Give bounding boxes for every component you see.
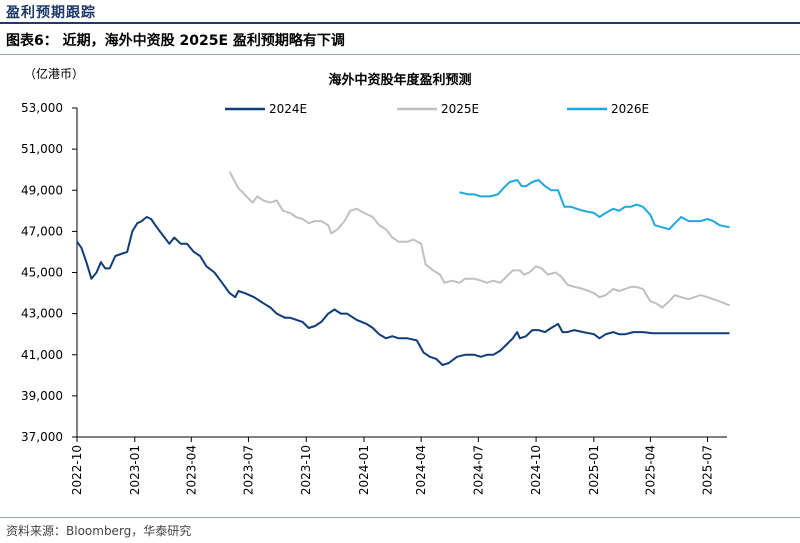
y-tick-label: 51,000	[21, 142, 63, 156]
source-note: 资料来源：Bloomberg，华泰研究	[6, 524, 192, 538]
chart-axes	[76, 108, 727, 438]
y-axis-ticks: 53,000 51,000 49,000 47,000 45,000 43,000 41,0…	[21, 101, 77, 444]
y-tick-label: 41,000	[21, 348, 63, 362]
x-tick-label: 2024-04	[414, 445, 428, 495]
x-tick-label: 2024-01	[357, 445, 371, 495]
x-tick-label: 2022-10	[70, 445, 84, 495]
x-tick-label: 2023-01	[128, 445, 142, 495]
y-tick-label: 53,000	[21, 101, 63, 115]
x-tick-label: 2023-07	[241, 445, 255, 495]
y-tick-label: 49,000	[21, 183, 63, 197]
x-tick-label: 2024-10	[529, 445, 543, 495]
x-tick-label: 2025-07	[701, 445, 715, 495]
section-title: 盈利预期跟踪	[6, 5, 96, 21]
x-tick-label: 2023-04	[184, 445, 198, 495]
series-line-2025E	[228, 171, 730, 309]
header-rule	[0, 22, 800, 24]
x-tick-label: 2025-04	[643, 445, 657, 495]
x-axis-ticks: 2022-10 2023-01 2023-04 2023-07 2023-10 2024-…	[70, 437, 715, 495]
chart-legend: 2024E 2025E 2026E	[225, 102, 649, 116]
x-tick-label: 2023-10	[299, 445, 313, 495]
y-tick-label: 43,000	[21, 307, 63, 321]
chart-title: 海外中资股年度盈利预测	[328, 72, 471, 88]
legend-label-2025E: 2025E	[441, 102, 479, 116]
x-tick-label: 2025-01	[587, 445, 601, 495]
x-tick-label: 2024-07	[471, 445, 485, 495]
footer-rule	[0, 517, 800, 518]
caption-rule	[0, 54, 800, 55]
y-tick-label: 45,000	[21, 266, 63, 280]
series-line-2024E	[76, 216, 730, 366]
series-line-2026E	[459, 179, 730, 231]
y-tick-label: 37,000	[21, 430, 63, 444]
legend-label-2024E: 2024E	[269, 102, 307, 116]
series-lines	[76, 171, 730, 366]
legend-label-2026E: 2026E	[611, 102, 649, 116]
y-axis-unit-label: （亿港币）	[24, 66, 84, 81]
figure-caption: 图表6： 近期，海外中资股 2025E 盈利预期略有下调	[6, 33, 345, 49]
y-tick-label: 47,000	[21, 224, 63, 238]
y-tick-label: 39,000	[21, 389, 63, 403]
